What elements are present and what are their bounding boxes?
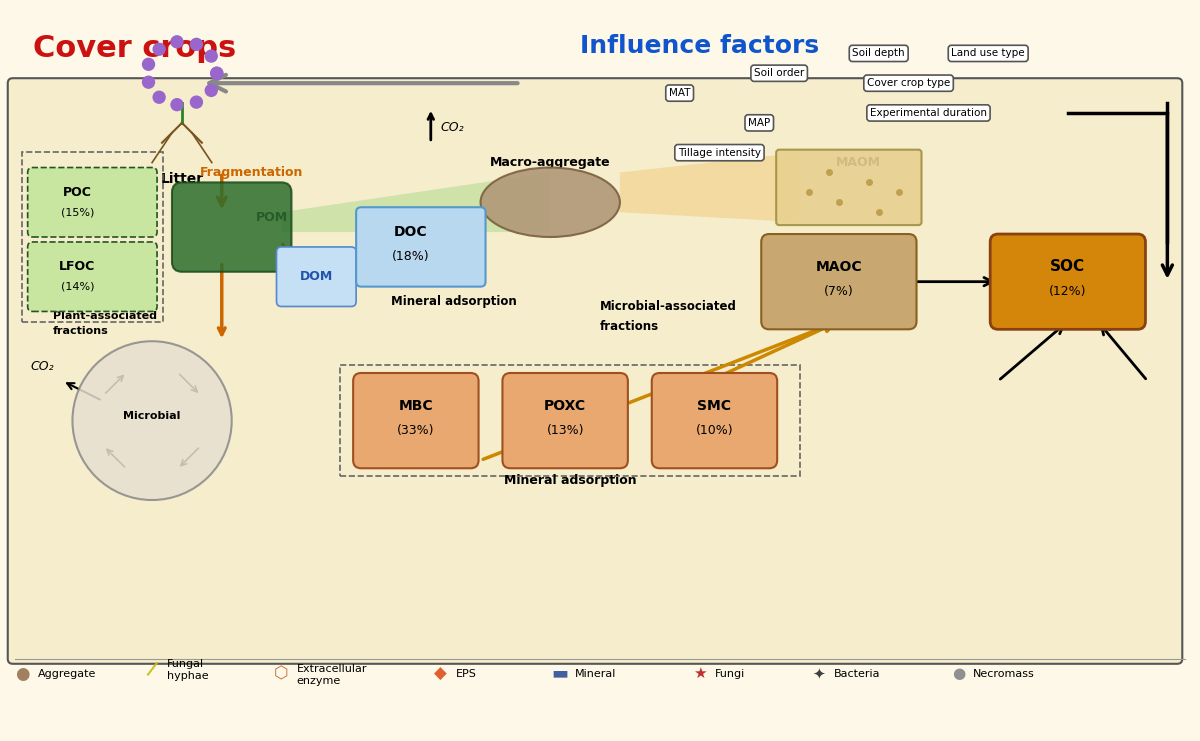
- FancyBboxPatch shape: [652, 373, 778, 468]
- Text: MAOM: MAOM: [836, 156, 881, 169]
- Circle shape: [154, 91, 166, 103]
- Text: LFOC: LFOC: [59, 260, 96, 273]
- Polygon shape: [282, 173, 551, 232]
- Circle shape: [154, 43, 166, 55]
- FancyBboxPatch shape: [172, 182, 292, 272]
- Text: Fragmentation: Fragmentation: [200, 166, 304, 179]
- FancyBboxPatch shape: [7, 79, 1182, 664]
- Text: (14%): (14%): [61, 282, 94, 292]
- Text: ●: ●: [16, 665, 30, 682]
- Text: EPS: EPS: [456, 668, 476, 679]
- Text: Tillage intensity: Tillage intensity: [678, 147, 761, 158]
- Text: (33%): (33%): [397, 424, 434, 437]
- FancyBboxPatch shape: [503, 373, 628, 468]
- Text: (7%): (7%): [824, 285, 853, 298]
- Text: Microbial: Microbial: [124, 411, 181, 421]
- Circle shape: [172, 99, 182, 110]
- Text: Soil depth: Soil depth: [852, 48, 905, 59]
- Text: MAT: MAT: [668, 88, 690, 98]
- Text: Aggregate: Aggregate: [37, 668, 96, 679]
- Circle shape: [172, 36, 182, 47]
- Text: Mineral adsorption: Mineral adsorption: [504, 473, 636, 487]
- Text: Litter: Litter: [161, 173, 204, 187]
- FancyBboxPatch shape: [356, 207, 486, 287]
- Text: Cover crops: Cover crops: [32, 33, 236, 62]
- Text: fractions: fractions: [600, 320, 659, 333]
- Text: Plant-associated: Plant-associated: [53, 311, 156, 322]
- Text: (12%): (12%): [1049, 285, 1086, 298]
- Text: Bacteria: Bacteria: [834, 668, 881, 679]
- Circle shape: [143, 59, 155, 70]
- Text: Influence factors: Influence factors: [580, 33, 820, 58]
- Text: Macro-aggregate: Macro-aggregate: [490, 156, 611, 169]
- Text: /: /: [145, 659, 158, 679]
- Text: DOM: DOM: [300, 270, 332, 283]
- FancyBboxPatch shape: [990, 234, 1146, 329]
- Text: Mineral: Mineral: [575, 668, 617, 679]
- Ellipse shape: [480, 167, 620, 237]
- Circle shape: [143, 76, 155, 88]
- Text: ★: ★: [692, 666, 707, 681]
- Text: Extracellular: Extracellular: [296, 664, 367, 674]
- Text: Necromass: Necromass: [973, 668, 1036, 679]
- Text: hyphae: hyphae: [167, 671, 209, 681]
- Text: (18%): (18%): [392, 250, 430, 263]
- Text: fractions: fractions: [53, 326, 108, 336]
- Text: (13%): (13%): [546, 424, 584, 437]
- FancyBboxPatch shape: [276, 247, 356, 307]
- Circle shape: [211, 67, 223, 79]
- Text: Experimental duration: Experimental duration: [870, 108, 986, 118]
- FancyBboxPatch shape: [761, 234, 917, 329]
- Text: Root exudates: Root exudates: [48, 201, 149, 213]
- Text: ▬: ▬: [552, 665, 569, 682]
- Circle shape: [191, 96, 203, 108]
- Text: Mineral adsorption: Mineral adsorption: [391, 295, 517, 308]
- Text: Fungi: Fungi: [714, 668, 745, 679]
- FancyBboxPatch shape: [353, 373, 479, 468]
- Text: POXC: POXC: [544, 399, 587, 413]
- Text: ◆: ◆: [434, 665, 448, 682]
- Text: enzyme: enzyme: [296, 676, 341, 685]
- Text: (10%): (10%): [696, 424, 733, 437]
- Circle shape: [72, 341, 232, 500]
- Circle shape: [211, 67, 223, 79]
- FancyBboxPatch shape: [28, 167, 157, 237]
- Circle shape: [191, 39, 203, 50]
- FancyBboxPatch shape: [28, 242, 157, 311]
- Text: Microbial-associated: Microbial-associated: [600, 300, 737, 313]
- Text: POM: POM: [256, 210, 288, 224]
- Text: DOC: DOC: [394, 225, 427, 239]
- Text: Soil order: Soil order: [754, 68, 804, 79]
- Text: ●: ●: [952, 666, 965, 681]
- Text: CO₂: CO₂: [31, 359, 54, 373]
- Text: Land use type: Land use type: [952, 48, 1025, 59]
- Text: ⬡: ⬡: [275, 665, 289, 682]
- Text: SOC: SOC: [1050, 259, 1085, 274]
- Text: CO₂: CO₂: [440, 122, 464, 134]
- Text: Fungal: Fungal: [167, 659, 204, 669]
- Text: (15%): (15%): [61, 207, 94, 217]
- Text: SMC: SMC: [697, 399, 732, 413]
- Text: Cover crop type: Cover crop type: [866, 78, 950, 88]
- Text: MAP: MAP: [748, 118, 770, 128]
- Polygon shape: [620, 153, 799, 222]
- Text: ✦: ✦: [812, 666, 826, 681]
- Text: MBC: MBC: [398, 399, 433, 413]
- Circle shape: [205, 84, 217, 96]
- Circle shape: [205, 50, 217, 62]
- Text: POC: POC: [62, 186, 92, 199]
- Text: MAOC: MAOC: [816, 260, 863, 273]
- FancyBboxPatch shape: [776, 150, 922, 225]
